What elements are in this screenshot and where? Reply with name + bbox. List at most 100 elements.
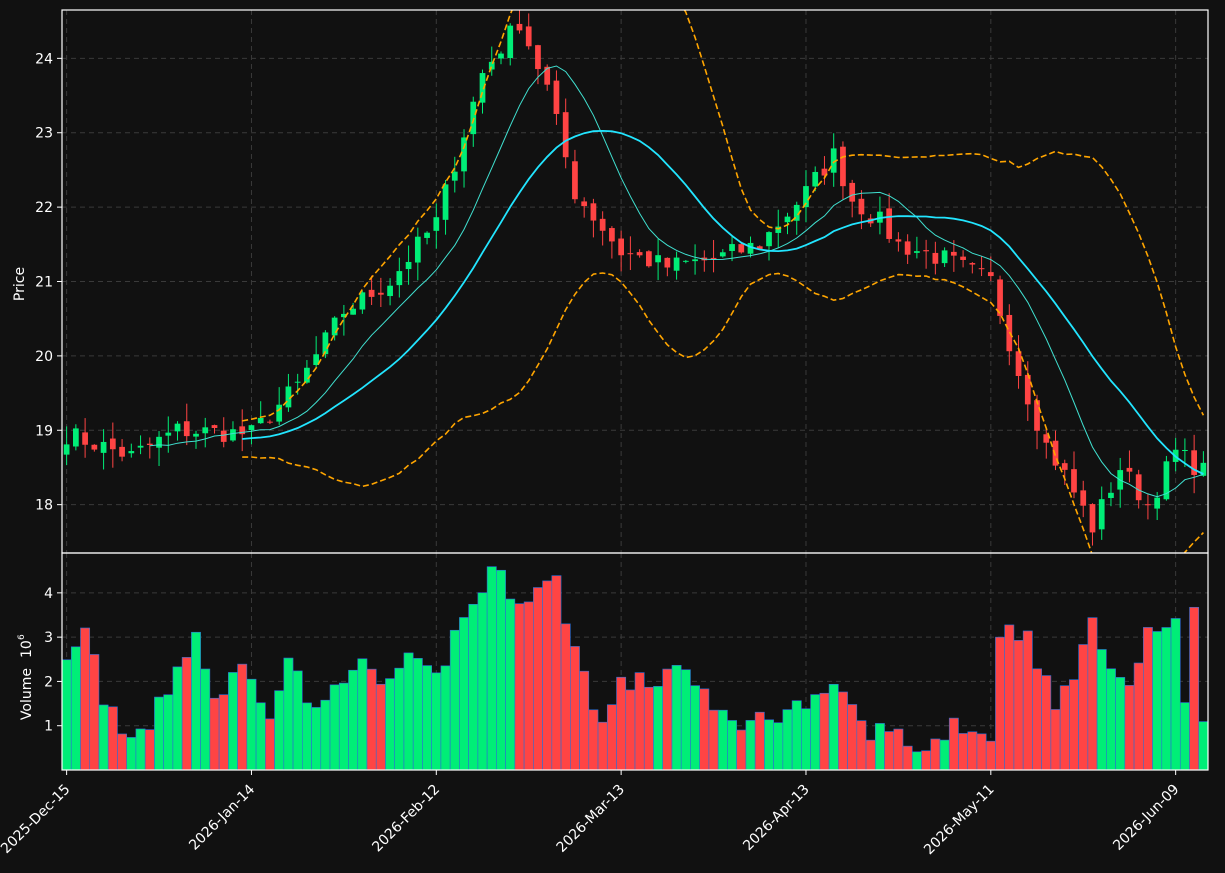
candle-body — [424, 232, 430, 238]
candle-body — [442, 184, 449, 220]
candle — [267, 419, 273, 425]
candle-body — [183, 421, 190, 437]
candle-body — [368, 289, 375, 297]
candle-body — [433, 217, 440, 231]
volume-bar — [348, 669, 359, 770]
volume-bar — [265, 718, 275, 770]
candle-body — [710, 257, 717, 260]
candle-body — [267, 421, 273, 423]
candle-body — [451, 171, 458, 181]
candle-body — [987, 272, 994, 277]
volume-bar — [329, 684, 340, 770]
volume-bar — [1161, 627, 1172, 770]
candle-body — [729, 244, 735, 251]
candle — [1071, 451, 1077, 499]
candle-body — [572, 161, 578, 200]
candle — [932, 241, 939, 275]
volume-bar — [791, 700, 802, 770]
candle-body — [1182, 449, 1188, 451]
candle — [442, 179, 449, 235]
volume-bar — [163, 694, 174, 770]
candle-body — [387, 285, 393, 297]
candle-body — [1052, 440, 1059, 466]
volume-bar — [1124, 685, 1135, 770]
volume-bar — [828, 683, 839, 770]
candle — [572, 149, 578, 204]
volume-bar — [911, 751, 922, 770]
candle — [72, 424, 79, 451]
candle — [285, 373, 292, 412]
candle — [1182, 438, 1188, 468]
candle — [1089, 503, 1096, 546]
candle — [304, 360, 310, 384]
candle-body — [294, 381, 301, 383]
volume-bar — [727, 720, 737, 770]
volume-bar — [1069, 679, 1079, 770]
candle-body — [682, 260, 689, 262]
candle-body — [618, 238, 625, 256]
candle — [248, 424, 255, 445]
candle — [91, 444, 98, 452]
candle-body — [220, 430, 227, 442]
candle — [137, 435, 144, 455]
candle — [387, 278, 393, 306]
candle-body — [886, 208, 893, 239]
candle-body — [165, 432, 172, 436]
candle-body — [932, 252, 939, 264]
volume-bar — [154, 696, 164, 770]
candle — [230, 421, 236, 442]
candle — [516, 10, 523, 34]
candle-body — [174, 423, 181, 432]
candle — [719, 249, 726, 258]
price-tick-label: 23 — [35, 126, 53, 142]
candle — [1080, 480, 1087, 518]
volume-bar — [98, 704, 109, 770]
volume-bar — [366, 668, 377, 770]
upper-band-line — [242, 10, 1205, 422]
volume-bar — [579, 670, 590, 770]
candle — [359, 290, 366, 314]
volume-bar — [89, 654, 100, 770]
volume-bar — [1050, 709, 1061, 770]
candle-body — [1024, 374, 1031, 405]
volume-bar — [523, 601, 534, 770]
candle-body — [285, 386, 292, 408]
candle-body — [276, 404, 283, 422]
volume-bar — [921, 750, 932, 770]
price-tick-label: 18 — [35, 498, 53, 514]
candle — [821, 156, 828, 185]
candle — [1135, 469, 1142, 509]
volume-bar — [209, 697, 220, 770]
candle — [377, 277, 384, 307]
candle-body — [1200, 462, 1207, 476]
lower-band-line — [242, 272, 1204, 553]
volume-bar — [477, 592, 488, 770]
candle — [960, 250, 966, 268]
candle-body — [978, 268, 985, 270]
volume-bar — [847, 704, 858, 770]
candle-body — [544, 66, 551, 85]
price-panel — [63, 10, 1207, 553]
candle-body — [627, 253, 634, 255]
candle-body — [914, 251, 920, 253]
price-grid — [62, 10, 1208, 553]
volume-bar — [496, 569, 506, 770]
candle — [109, 422, 116, 468]
candle-body — [719, 252, 726, 257]
volume-bar — [246, 678, 257, 770]
candle-body — [849, 182, 856, 202]
candle-body — [858, 198, 865, 215]
candle — [276, 387, 283, 426]
candle-body — [248, 425, 255, 431]
candle — [793, 201, 800, 235]
candle — [950, 240, 957, 272]
volume-bar — [1170, 618, 1181, 770]
volume-bar — [930, 738, 941, 770]
candle-body — [109, 438, 116, 450]
candle-body — [766, 232, 772, 247]
candle-body — [553, 80, 560, 114]
volume-bar — [126, 737, 137, 770]
candle — [895, 232, 902, 252]
candle — [803, 170, 809, 223]
candle — [581, 197, 588, 218]
